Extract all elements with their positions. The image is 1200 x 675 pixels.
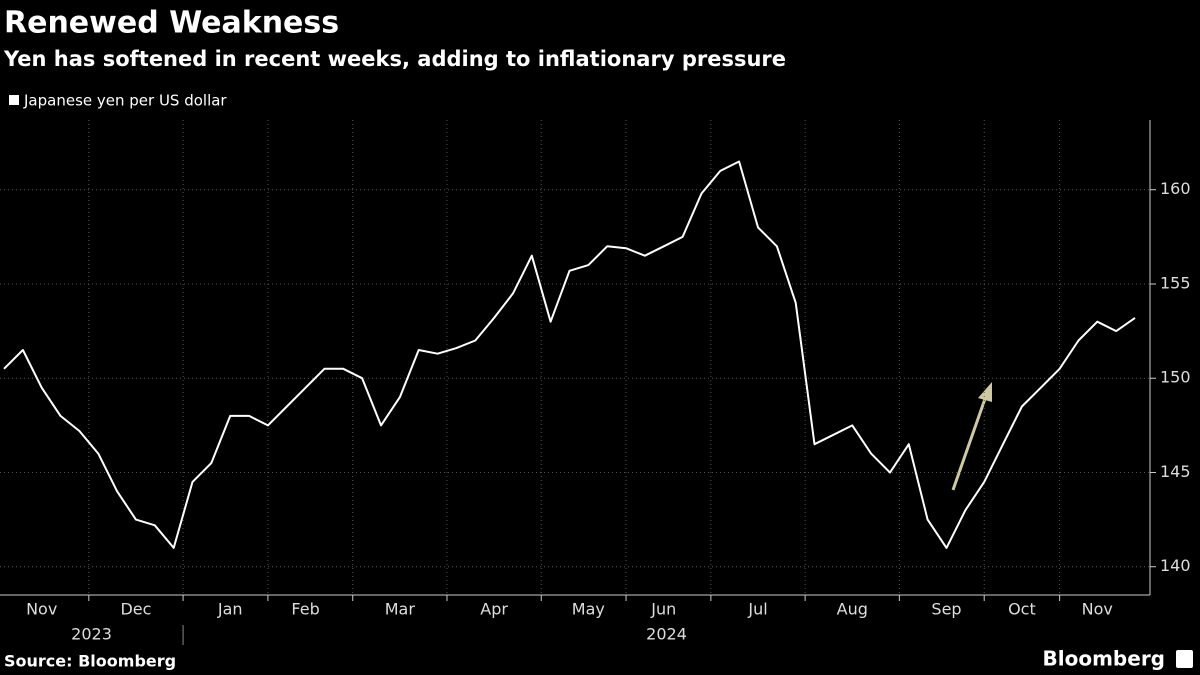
legend-label: Japanese yen per US dollar — [23, 92, 227, 110]
annotation-arrow — [951, 395, 988, 491]
x-tick-label: May — [572, 600, 605, 619]
x-tick-label: Nov — [1082, 600, 1113, 619]
x-tick-label: Sep — [931, 600, 961, 619]
x-tick-label: Nov — [26, 600, 57, 619]
annotation-arrowhead — [978, 382, 992, 402]
x-tick-label: Apr — [480, 600, 508, 619]
chart-subtitle: Yen has softened in recent weeks, adding… — [3, 47, 786, 71]
x-tick-label: Jun — [650, 600, 676, 619]
chart-title: Renewed Weakness — [4, 6, 339, 41]
x-tick-label: Aug — [837, 600, 868, 619]
x-tick-label: Dec — [120, 600, 151, 619]
y-tick-label: 140 — [1160, 556, 1191, 575]
legend-swatch — [9, 95, 19, 105]
brand-icon — [1176, 650, 1193, 668]
x-tick-label: Mar — [385, 600, 416, 619]
y-tick-label: 145 — [1160, 462, 1191, 481]
y-tick-label: 160 — [1160, 179, 1191, 198]
x-tick-label: Oct — [1008, 600, 1036, 619]
year-label: 2023 — [71, 625, 112, 644]
year-label: 2024 — [646, 625, 687, 644]
y-tick-label: 150 — [1160, 368, 1191, 387]
x-tick-label: Feb — [291, 600, 319, 619]
x-tick-label: Jan — [217, 600, 243, 619]
brand: Bloomberg — [1043, 647, 1165, 671]
y-tick-label: 155 — [1160, 273, 1191, 292]
x-tick-label: Jul — [747, 600, 767, 619]
series-line — [3, 160, 1136, 549]
source: Source: Bloomberg — [4, 652, 176, 671]
